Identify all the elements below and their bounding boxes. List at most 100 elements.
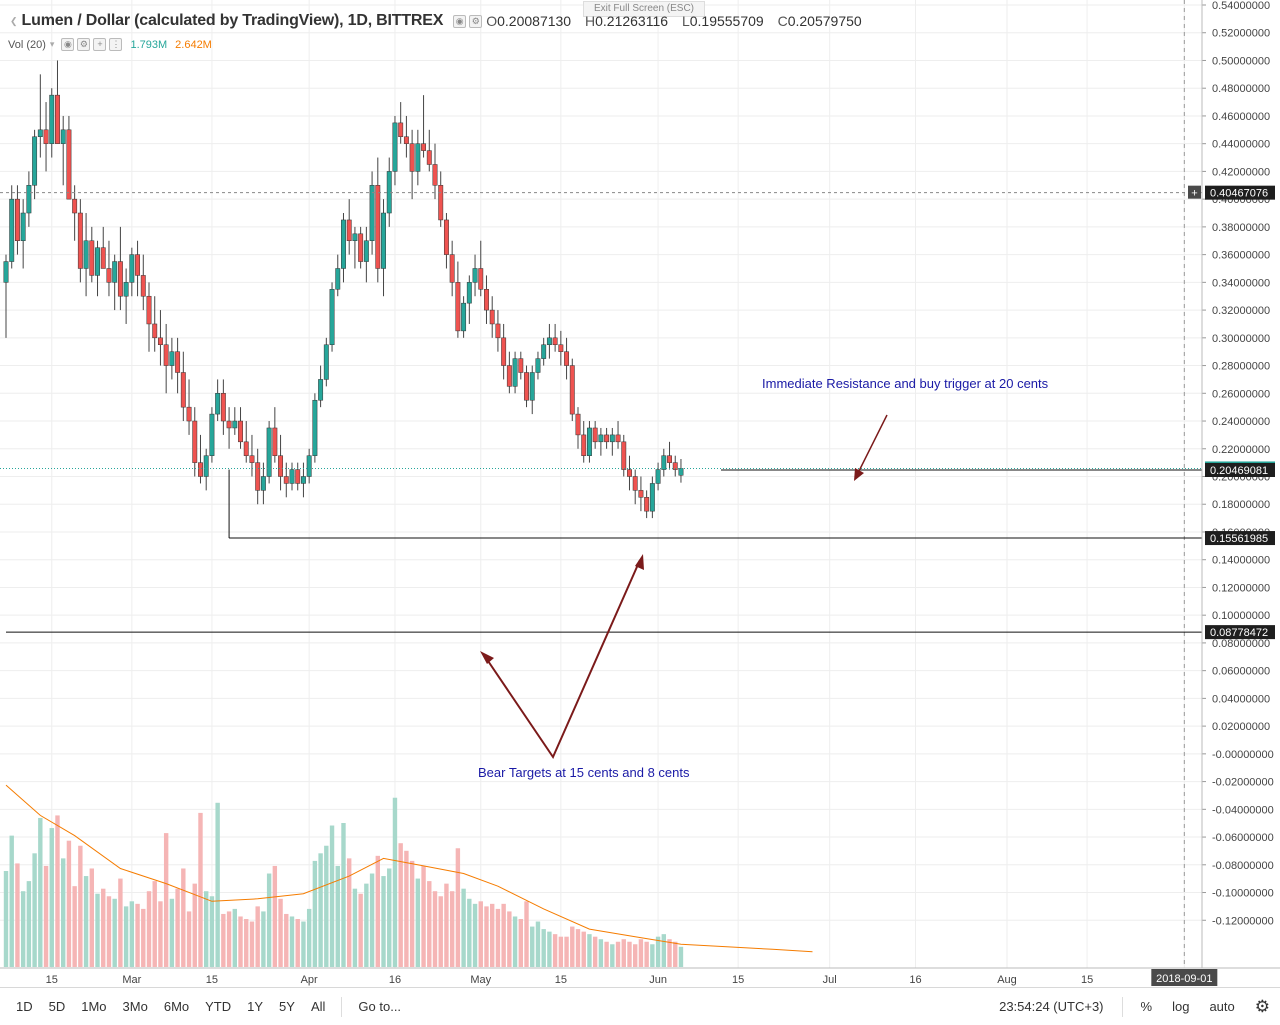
- candle-body: [403, 136, 409, 144]
- annotation-bear-targets[interactable]: Bear Targets at 15 cents and 8 cents: [478, 765, 690, 780]
- candle-body: [14, 198, 20, 242]
- auto-scale-button[interactable]: auto: [1209, 999, 1235, 1014]
- candle-body: [169, 351, 175, 366]
- candle: [541, 337, 547, 366]
- toolbar-separator: [341, 996, 343, 1017]
- volume-bar: [421, 865, 426, 967]
- exit-fullscreen-button[interactable]: Exit Full Screen (ESC): [583, 1, 705, 17]
- volume-ma-polyline: [5, 784, 813, 953]
- range-button-1d[interactable]: 1D: [16, 999, 33, 1014]
- candle-body: [592, 427, 598, 443]
- annotation-resistance[interactable]: Immediate Resistance and buy trigger at …: [762, 376, 1049, 391]
- candle: [661, 448, 667, 477]
- volume-bar: [633, 944, 638, 967]
- candle: [220, 379, 226, 435]
- log-scale-button[interactable]: log: [1172, 999, 1190, 1014]
- date-label: 2018-09-01: [1156, 973, 1212, 985]
- clock-display[interactable]: 23:54:24 (UTC+3): [999, 999, 1104, 1014]
- candle-body: [26, 185, 32, 214]
- volume-bar: [38, 817, 43, 967]
- candle: [106, 240, 112, 297]
- volume-chevron-icon[interactable]: ▾: [49, 39, 55, 49]
- candle-body: [667, 455, 672, 463]
- range-button-6mo[interactable]: 6Mo: [163, 999, 190, 1014]
- settings-gear-icon[interactable]: ⚙: [1254, 996, 1270, 1016]
- candle-body: [312, 399, 318, 456]
- candle-body: [100, 247, 106, 269]
- volume-eye-icon[interactable]: ◉: [61, 38, 75, 51]
- volume-bar: [404, 850, 409, 967]
- volume-bar: [490, 903, 495, 967]
- candle: [621, 434, 627, 477]
- candle-body: [238, 420, 243, 443]
- range-button-1y[interactable]: 1Y: [247, 999, 264, 1014]
- candle-body: [243, 441, 249, 456]
- candle: [152, 296, 158, 352]
- candle-body: [135, 254, 141, 276]
- range-button-3mo[interactable]: 3Mo: [122, 999, 148, 1014]
- time-axis[interactable]: 15 Mar 15 Apr 16 May 15 Jun 15 Jul 16 Aug 15 2018-09-…: [0, 967, 1280, 986]
- range-button-ytd[interactable]: YTD: [205, 999, 232, 1014]
- volume-bar: [318, 853, 323, 967]
- y-tick-label: 0.54000000: [1212, 0, 1270, 12]
- volume-bar: [369, 873, 375, 967]
- candle-body: [449, 254, 455, 283]
- volume-bar: [381, 876, 386, 967]
- ohlc-low: L0.19555709: [681, 13, 764, 29]
- volume-ma-value: 2.642M: [175, 38, 212, 51]
- candle-body: [381, 212, 386, 269]
- candle-body: [140, 275, 146, 297]
- range-button-all[interactable]: All: [310, 999, 326, 1014]
- bear-arrow-head-right: [635, 554, 644, 570]
- annotation-arrows[interactable]: [480, 414, 888, 760]
- candle: [335, 254, 341, 297]
- volume-bar: [129, 901, 135, 967]
- candle: [672, 455, 678, 477]
- candle: [226, 407, 232, 449]
- settings-icon[interactable]: ⚙: [469, 14, 483, 28]
- volume-add-icon[interactable]: +: [93, 38, 107, 51]
- volume-bar: [146, 891, 152, 967]
- volume-more-icon[interactable]: ⋮: [109, 38, 123, 51]
- volume-settings-icon[interactable]: ⚙: [77, 38, 91, 51]
- price-chart[interactable]: 0.54000000 0.52000000 0.50000000 0.48000000…: [0, 0, 1280, 987]
- range-button-5y[interactable]: 5Y: [279, 999, 295, 1014]
- candle-body: [266, 427, 272, 477]
- collapse-chevron-icon[interactable]: ❮: [10, 15, 18, 26]
- candle: [638, 476, 644, 512]
- candle: [77, 199, 83, 283]
- volume-bar: [484, 906, 489, 967]
- volume-bar: [89, 868, 94, 967]
- goto-date-button[interactable]: Go to...: [358, 999, 402, 1014]
- candle: [461, 296, 467, 338]
- candle: [100, 226, 106, 269]
- candle: [238, 407, 243, 449]
- y-tick-label: 0.26000000: [1212, 388, 1270, 400]
- volume-bar: [306, 908, 312, 967]
- volume-bar: [335, 865, 340, 967]
- candle: [524, 365, 529, 408]
- range-button-1mo[interactable]: 1Mo: [81, 999, 107, 1014]
- price-axis[interactable]: 0.54000000 0.52000000 0.50000000 0.48000000…: [1188, 0, 1275, 968]
- candle-body: [289, 469, 295, 484]
- candle-body: [83, 240, 89, 269]
- range-button-5d[interactable]: 5D: [48, 999, 66, 1014]
- candle: [278, 434, 284, 491]
- volume-bar: [438, 896, 443, 967]
- eye-icon[interactable]: ◉: [453, 14, 467, 28]
- candle: [146, 282, 152, 352]
- price-label: 0.15561985: [1210, 533, 1268, 545]
- candle-body: [661, 455, 667, 470]
- volume-bar: [95, 893, 100, 967]
- candle: [260, 462, 266, 505]
- horizontal-lines[interactable]: [0, 192, 1202, 633]
- candle-body: [283, 476, 289, 484]
- y-tick-label: -0.00000000: [1212, 749, 1274, 761]
- toolbar-separator-right: [1121, 996, 1123, 1017]
- candle: [55, 60, 60, 144]
- volume-bar: [244, 919, 249, 967]
- bear-target-arrow-shaft: [483, 559, 641, 760]
- candle: [26, 171, 32, 227]
- candle-body: [621, 441, 627, 470]
- percent-scale-button[interactable]: %: [1140, 999, 1153, 1014]
